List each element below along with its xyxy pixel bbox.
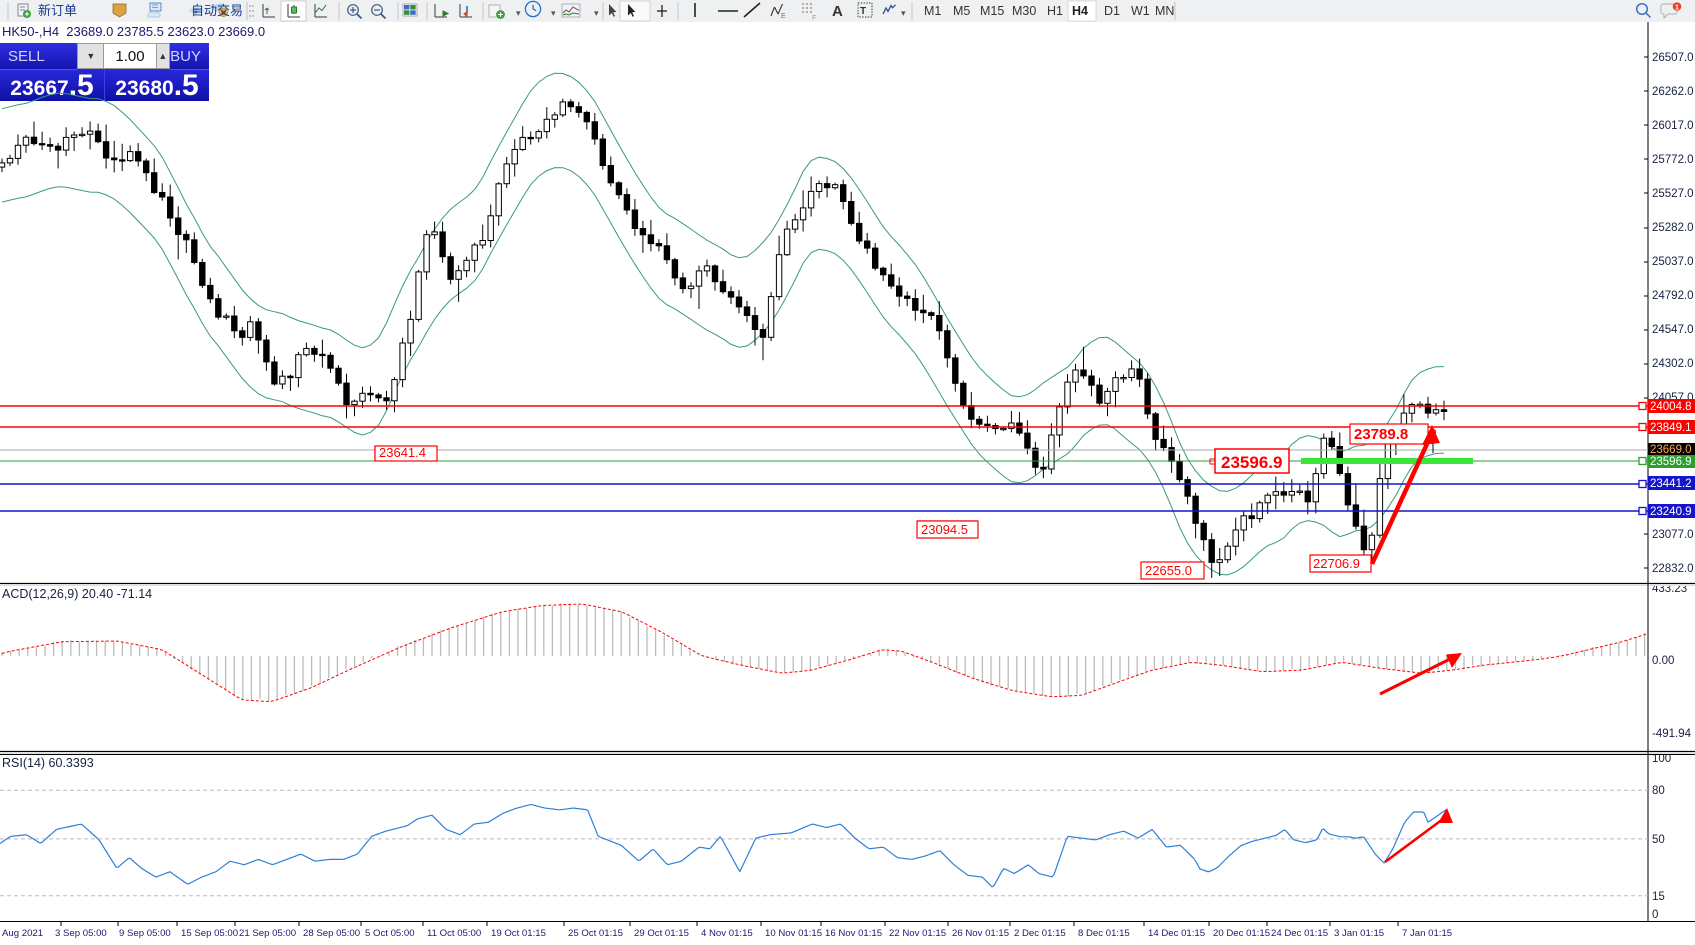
svg-text:新订单: 新订单 xyxy=(38,3,77,18)
svg-text:8 Dec 01:15: 8 Dec 01:15 xyxy=(1078,928,1130,939)
svg-text:19 Oct 01:15: 19 Oct 01:15 xyxy=(491,928,546,939)
svg-text:23789.8: 23789.8 xyxy=(1354,426,1408,443)
svg-text:22 Nov 01:15: 22 Nov 01:15 xyxy=(889,928,946,939)
svg-text:▾: ▾ xyxy=(551,8,556,18)
svg-text:29 Oct 01:15: 29 Oct 01:15 xyxy=(634,928,689,939)
svg-text:50: 50 xyxy=(1652,834,1665,846)
svg-text:23094.5: 23094.5 xyxy=(921,522,968,537)
svg-text:Aug 2021: Aug 2021 xyxy=(2,928,43,939)
svg-text:4 Nov 01:15: 4 Nov 01:15 xyxy=(701,928,753,939)
svg-text:25 Oct 01:15: 25 Oct 01:15 xyxy=(568,928,623,939)
svg-text:26 Nov 01:15: 26 Nov 01:15 xyxy=(952,928,1009,939)
svg-text:24 Dec 01:15: 24 Dec 01:15 xyxy=(1271,928,1328,939)
svg-text:25037.0: 25037.0 xyxy=(1652,256,1694,268)
svg-text:23849.1: 23849.1 xyxy=(1650,422,1692,434)
svg-text:2 Dec 01:15: 2 Dec 01:15 xyxy=(1014,928,1066,939)
svg-text:23596.9: 23596.9 xyxy=(1221,453,1282,472)
svg-text:1: 1 xyxy=(1675,4,1679,11)
svg-text:23596.9: 23596.9 xyxy=(1650,456,1692,468)
svg-text:16 Nov 01:15: 16 Nov 01:15 xyxy=(825,928,882,939)
svg-text:14 Dec 01:15: 14 Dec 01:15 xyxy=(1148,928,1205,939)
svg-text:▾: ▾ xyxy=(901,8,906,18)
svg-text:23669.0: 23669.0 xyxy=(1650,444,1692,456)
svg-text:H4: H4 xyxy=(1072,4,1088,18)
svg-text:F: F xyxy=(812,15,816,22)
svg-text:自动交易: 自动交易 xyxy=(191,3,243,18)
svg-text:23441.2: 23441.2 xyxy=(1650,478,1692,490)
svg-text:23240.9: 23240.9 xyxy=(1650,506,1692,518)
svg-text:15 Sep 05:00: 15 Sep 05:00 xyxy=(181,928,238,939)
svg-text:10 Nov 01:15: 10 Nov 01:15 xyxy=(765,928,822,939)
svg-text:23641.4: 23641.4 xyxy=(379,445,426,460)
svg-text:MN: MN xyxy=(1155,4,1174,18)
svg-text:22655.0: 22655.0 xyxy=(1145,563,1192,578)
svg-text:25772.0: 25772.0 xyxy=(1652,154,1694,166)
svg-text:5 Oct 05:00: 5 Oct 05:00 xyxy=(365,928,415,939)
svg-text:26262.0: 26262.0 xyxy=(1652,86,1694,98)
svg-text:22832.0: 22832.0 xyxy=(1652,563,1694,575)
svg-text:W1: W1 xyxy=(1131,4,1150,18)
svg-text:433.23: 433.23 xyxy=(1652,586,1687,595)
svg-text:3 Jan 01:15: 3 Jan 01:15 xyxy=(1334,928,1384,939)
svg-text:0: 0 xyxy=(1652,909,1658,921)
svg-text:D1: D1 xyxy=(1104,4,1120,18)
svg-text:100: 100 xyxy=(1652,755,1671,765)
svg-text:A: A xyxy=(832,3,843,20)
svg-text:25282.0: 25282.0 xyxy=(1652,222,1694,234)
svg-text:7 Jan 01:15: 7 Jan 01:15 xyxy=(1402,928,1452,939)
svg-text:M15: M15 xyxy=(980,4,1004,18)
svg-text:3 Sep 05:00: 3 Sep 05:00 xyxy=(55,928,107,939)
svg-text:80: 80 xyxy=(1652,785,1665,797)
svg-text:25527.0: 25527.0 xyxy=(1652,188,1694,200)
svg-text:21 Sep 05:00: 21 Sep 05:00 xyxy=(239,928,296,939)
svg-text:26507.0: 26507.0 xyxy=(1652,52,1694,64)
svg-text:23077.0: 23077.0 xyxy=(1652,529,1694,541)
svg-text:26017.0: 26017.0 xyxy=(1652,120,1694,132)
svg-text:▾: ▾ xyxy=(594,8,599,18)
svg-text:22706.9: 22706.9 xyxy=(1313,556,1360,571)
svg-text:28 Sep 05:00: 28 Sep 05:00 xyxy=(303,928,360,939)
svg-text:T: T xyxy=(860,6,866,17)
svg-text:9 Sep 05:00: 9 Sep 05:00 xyxy=(119,928,171,939)
svg-text:11 Oct 05:00: 11 Oct 05:00 xyxy=(427,928,481,939)
svg-text:24302.0: 24302.0 xyxy=(1652,358,1694,370)
svg-text:0.00: 0.00 xyxy=(1652,655,1674,667)
svg-text:H1: H1 xyxy=(1047,4,1063,18)
svg-text:15: 15 xyxy=(1652,891,1665,903)
svg-text:▾: ▾ xyxy=(516,8,521,18)
svg-text:M30: M30 xyxy=(1012,4,1036,18)
svg-text:-491.94: -491.94 xyxy=(1652,728,1692,740)
svg-text:24004.8: 24004.8 xyxy=(1650,401,1692,413)
svg-text:24792.0: 24792.0 xyxy=(1652,290,1694,302)
svg-text:M1: M1 xyxy=(924,4,941,18)
svg-text:M5: M5 xyxy=(953,4,970,18)
svg-text:E: E xyxy=(781,13,786,20)
svg-text:24547.0: 24547.0 xyxy=(1652,324,1694,336)
svg-text:20 Dec 01:15: 20 Dec 01:15 xyxy=(1213,928,1270,939)
